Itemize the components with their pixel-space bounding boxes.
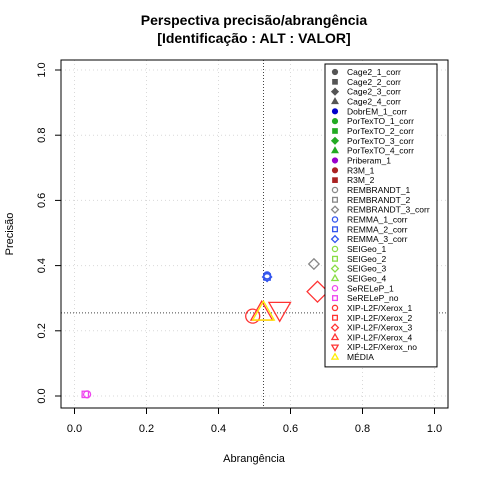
- legend-marker: [331, 186, 339, 194]
- legend-marker: [330, 344, 340, 352]
- legend-entry-label: SEIGeo_1: [347, 244, 386, 254]
- legend-entry-label: REMBRANDT_2: [347, 195, 411, 205]
- legend-marker: [331, 245, 339, 253]
- legend-entry-label: Cage2_4_corr: [347, 96, 401, 106]
- x-axis: 0.0 0.2 0.4 0.6 0.8 1.0: [67, 408, 442, 435]
- legend-entry-label: SEIGeo_2: [347, 254, 386, 264]
- data-point: [251, 299, 276, 321]
- legend-entry-label: Cage2_3_corr: [347, 87, 401, 97]
- legend-entry-label: Cage2_1_corr: [347, 67, 401, 77]
- data-point: [263, 273, 271, 281]
- legend-marker: [332, 78, 338, 85]
- data-point: [307, 257, 321, 271]
- x-tick-label: 1.0: [427, 423, 442, 435]
- legend-marker: [330, 332, 340, 341]
- y-tick-label: 0.2: [36, 323, 48, 338]
- legend-box: [324, 63, 438, 368]
- legend-marker: [331, 285, 339, 292]
- legend-entry-label: XIP-L2F/Xerox_3: [347, 323, 412, 333]
- legend-marker: [332, 128, 338, 134]
- legend-entry-label: R3M_2: [347, 175, 375, 185]
- legend-entry-label: Priberam_1: [347, 155, 391, 165]
- legend-entry-label: PorTexTO_4_corr: [347, 146, 414, 156]
- x-tick-label: 0.0: [67, 423, 82, 435]
- y-tick-label: 0.4: [36, 258, 48, 273]
- data-point: [306, 280, 329, 303]
- y-tick-label: 0.8: [36, 128, 48, 143]
- y-axis-label: Precisão: [4, 213, 16, 256]
- legend-marker: [330, 205, 340, 214]
- legend-marker: [331, 97, 339, 105]
- y-tick-label: 0.0: [36, 388, 48, 403]
- legend-entry-label: REMMA_1_corr: [347, 214, 408, 224]
- legend-marker: [331, 157, 339, 164]
- legend: Cage2_1_corrCage2_2_corrCage2_3_corrCage…: [324, 63, 438, 368]
- legend-entry-label: PorTexTO_2_corr: [347, 126, 414, 136]
- legend-marker: [332, 226, 338, 233]
- data-point: [267, 301, 292, 323]
- legend-marker: [330, 273, 340, 282]
- legend-entry-label: PorTexTO_3_corr: [347, 136, 414, 146]
- legend-entry-label: XIP-L2F/Xerox_2: [347, 313, 412, 323]
- legend-marker: [332, 177, 338, 183]
- legend-entry-label: SEIGeo_3: [347, 264, 386, 274]
- legend-entry-label: SeRELeP_1: [347, 283, 394, 293]
- x-tick-label: 0.4: [211, 423, 226, 435]
- y-axis: 0.0 0.2 0.4 0.6 0.8 1.0: [36, 62, 61, 404]
- legend-entry-label: MÉDIA: [347, 352, 374, 362]
- legend-entry-label: XIP-L2F/Xerox_1: [347, 303, 412, 313]
- data-point: [245, 308, 261, 324]
- legend-entry-label: REMBRANDT_3_corr: [347, 205, 430, 215]
- x-tick-label: 0.2: [139, 423, 154, 435]
- legend-marker: [331, 146, 339, 154]
- x-tick-label: 0.6: [283, 423, 298, 435]
- legend-marker: [331, 216, 339, 223]
- legend-entry-label: SeRELeP_no: [347, 293, 399, 303]
- legend-marker: [330, 234, 340, 244]
- legend-marker: [332, 314, 338, 321]
- reference-lines: [61, 60, 448, 408]
- legend-entry-label: PorTexTO_1_corr: [347, 116, 414, 126]
- legend-entry-label: REMBRANDT_1: [347, 185, 411, 195]
- legend-marker: [331, 68, 339, 76]
- legend-marker: [330, 87, 340, 96]
- legend-marker: [331, 167, 339, 174]
- legend-entry-label: XIP-L2F/Xerox_4: [347, 332, 412, 342]
- data-point: [261, 271, 273, 283]
- legend-entry-label: XIP-L2F/Xerox_no: [347, 342, 417, 352]
- chart-title: Perspectiva precisão/abrangência: [141, 12, 368, 28]
- x-axis-label: Abrangência: [223, 453, 286, 465]
- legend-entry-label: R3M_1: [347, 165, 375, 175]
- legend-marker: [330, 323, 340, 332]
- legend-entry-label: REMMA_3_corr: [347, 234, 408, 244]
- legend-marker: [330, 136, 340, 145]
- y-tick-label: 0.6: [36, 193, 48, 208]
- legend-entry-label: REMMA_2_corr: [347, 224, 408, 234]
- legend-marker: [330, 352, 340, 360]
- legend-marker: [331, 304, 339, 312]
- legend-entry-label: Cage2_2_corr: [347, 77, 401, 87]
- legend-marker: [332, 295, 338, 302]
- legend-marker: [331, 118, 339, 125]
- legend-entry-label: SEIGeo_4: [347, 273, 386, 283]
- data-point: [81, 390, 90, 399]
- chart-subtitle: [Identificação : ALT : VALOR]: [157, 30, 350, 46]
- legend-marker: [332, 255, 338, 262]
- legend-marker: [332, 196, 338, 203]
- data-point: [82, 390, 92, 399]
- plot-frame: [60, 59, 449, 409]
- legend-marker: [330, 264, 340, 273]
- x-tick-label: 0.8: [355, 423, 370, 435]
- y-tick-label: 1.0: [36, 62, 48, 77]
- grid-lines: [61, 60, 448, 408]
- legend-entry-label: DobrEM_1_corr: [347, 106, 407, 116]
- legend-marker: [331, 108, 339, 115]
- data-points: [81, 257, 329, 399]
